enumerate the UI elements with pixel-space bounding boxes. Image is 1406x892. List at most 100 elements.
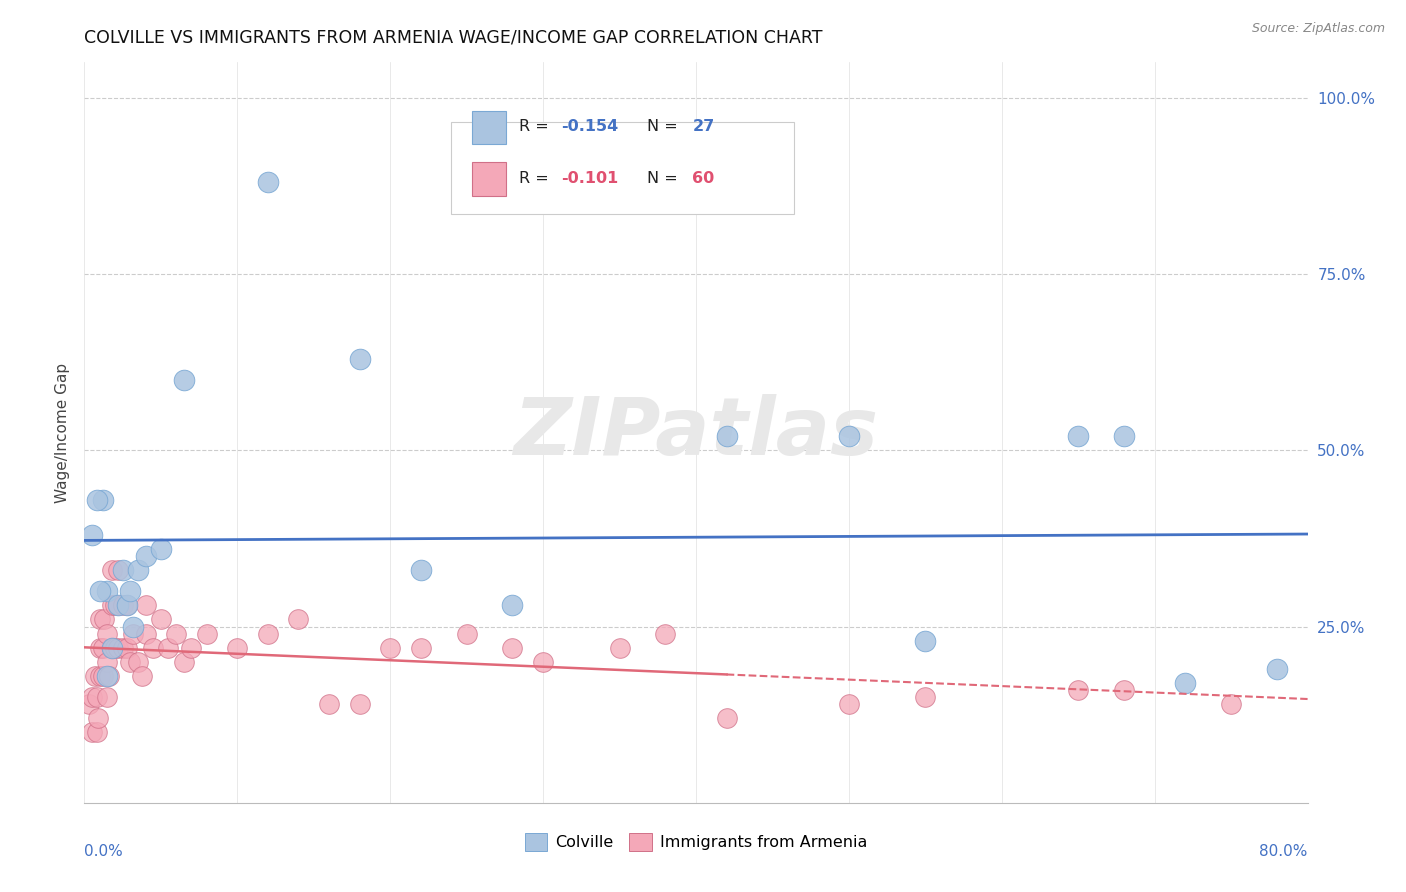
Point — [165, 626, 187, 640]
Text: ZIPatlas: ZIPatlas — [513, 393, 879, 472]
Point — [77, 697, 100, 711]
Point — [91, 669, 114, 683]
Point — [111, 563, 134, 577]
Point — [107, 563, 129, 577]
Y-axis label: Wage/Income Gap: Wage/Income Gap — [55, 362, 70, 503]
Point — [107, 599, 129, 613]
Text: 27: 27 — [692, 120, 714, 135]
Point — [127, 563, 149, 577]
Point — [84, 669, 107, 683]
Point — [120, 655, 142, 669]
Point — [101, 640, 124, 655]
Point — [104, 640, 127, 655]
FancyBboxPatch shape — [472, 162, 506, 195]
FancyBboxPatch shape — [451, 121, 794, 214]
Point — [86, 492, 108, 507]
Point — [96, 626, 118, 640]
Point — [409, 563, 432, 577]
Point — [1265, 662, 1288, 676]
Point — [257, 175, 280, 189]
Point — [502, 640, 524, 655]
Point — [93, 612, 115, 626]
Text: -0.101: -0.101 — [561, 171, 619, 186]
Point — [87, 711, 110, 725]
Point — [914, 690, 936, 704]
Point — [96, 690, 118, 704]
Point — [89, 612, 111, 626]
Point — [111, 599, 134, 613]
Point — [838, 697, 860, 711]
Point — [257, 626, 280, 640]
Point — [96, 655, 118, 669]
Text: 0.0%: 0.0% — [84, 844, 124, 858]
Point — [115, 599, 138, 613]
Point — [107, 599, 129, 613]
Point — [80, 528, 103, 542]
Point — [1067, 429, 1090, 443]
Point — [101, 563, 124, 577]
Point — [1220, 697, 1243, 711]
Text: N =: N = — [647, 171, 683, 186]
Point — [914, 633, 936, 648]
Text: N =: N = — [647, 120, 683, 135]
Point — [609, 640, 631, 655]
Point — [96, 584, 118, 599]
Point — [89, 640, 111, 655]
Point — [349, 351, 371, 366]
Point — [654, 626, 676, 640]
Point — [120, 584, 142, 599]
Point — [157, 640, 180, 655]
Point — [838, 429, 860, 443]
Point — [131, 669, 153, 683]
Point — [180, 640, 202, 655]
Point — [101, 640, 124, 655]
Text: R =: R = — [519, 120, 554, 135]
Point — [149, 541, 172, 556]
Point — [127, 655, 149, 669]
Point — [96, 669, 118, 683]
Text: Source: ZipAtlas.com: Source: ZipAtlas.com — [1251, 22, 1385, 36]
Point — [122, 626, 145, 640]
Point — [380, 640, 402, 655]
Point — [135, 549, 157, 563]
Point — [97, 669, 120, 683]
Point — [1067, 683, 1090, 698]
Text: COLVILLE VS IMMIGRANTS FROM ARMENIA WAGE/INCOME GAP CORRELATION CHART: COLVILLE VS IMMIGRANTS FROM ARMENIA WAGE… — [84, 29, 823, 47]
Text: 60: 60 — [692, 171, 714, 186]
Point — [531, 655, 554, 669]
Point — [195, 626, 218, 640]
Point — [456, 626, 478, 640]
Point — [349, 697, 371, 711]
Point — [287, 612, 309, 626]
Text: -0.154: -0.154 — [561, 120, 619, 135]
Point — [409, 640, 432, 655]
Point — [318, 697, 340, 711]
Point — [91, 640, 114, 655]
Point — [226, 640, 249, 655]
Point — [115, 640, 138, 655]
Point — [173, 373, 195, 387]
Point — [86, 690, 108, 704]
Point — [149, 612, 172, 626]
Point — [716, 711, 738, 725]
Point — [89, 584, 111, 599]
Point — [107, 640, 129, 655]
Point — [142, 640, 165, 655]
Point — [135, 599, 157, 613]
Text: R =: R = — [519, 171, 554, 186]
Point — [1114, 429, 1136, 443]
Point — [111, 640, 134, 655]
Point — [91, 492, 114, 507]
Point — [104, 599, 127, 613]
FancyBboxPatch shape — [472, 111, 506, 144]
Legend: Colville, Immigrants from Armenia: Colville, Immigrants from Armenia — [519, 827, 873, 858]
Point — [101, 599, 124, 613]
Point — [80, 690, 103, 704]
Point — [716, 429, 738, 443]
Point — [80, 725, 103, 739]
Point — [122, 619, 145, 633]
Point — [502, 599, 524, 613]
Point — [1174, 676, 1197, 690]
Text: 80.0%: 80.0% — [1260, 844, 1308, 858]
Point — [89, 669, 111, 683]
